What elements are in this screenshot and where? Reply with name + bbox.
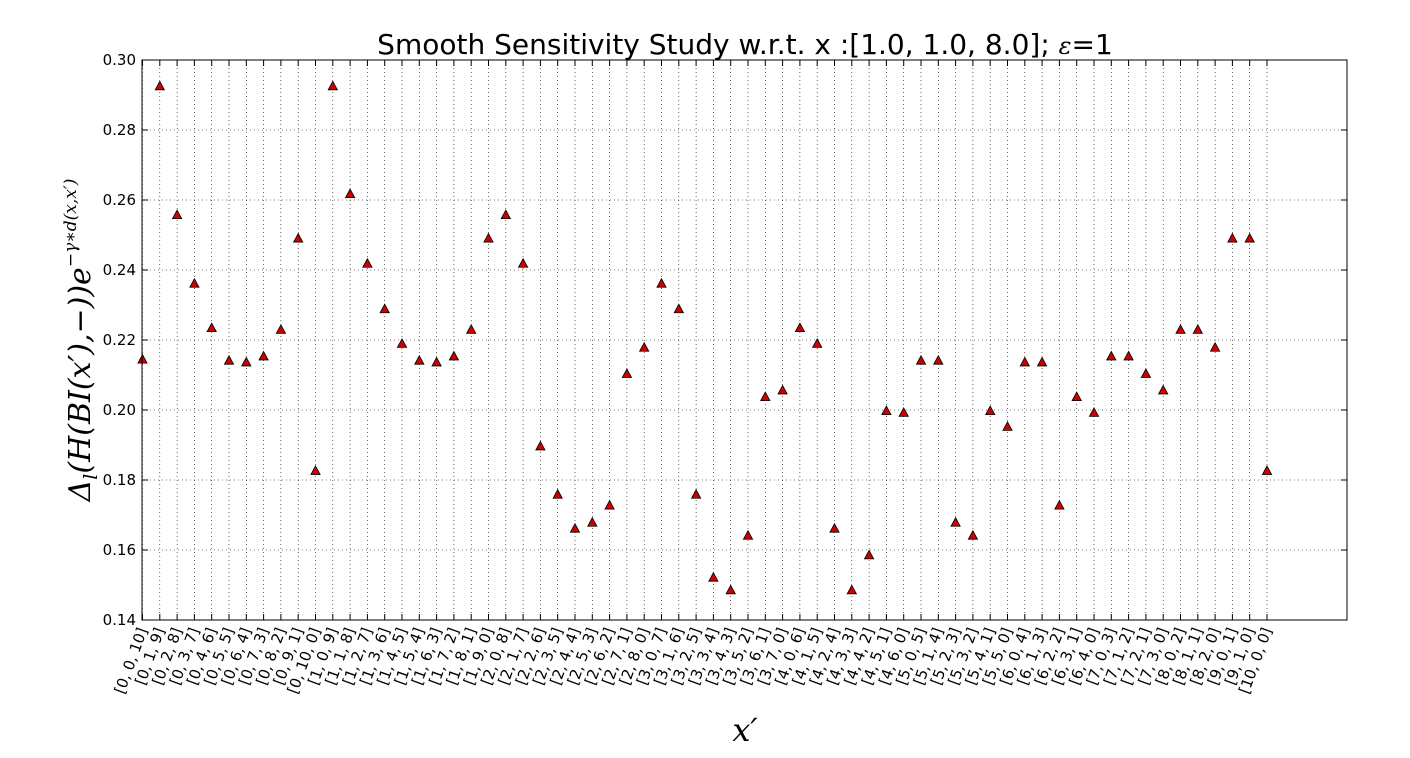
y-tick-label: 0.14	[103, 611, 136, 629]
data-point	[656, 277, 667, 288]
data-point	[223, 354, 235, 365]
data-point	[673, 303, 685, 314]
data-point	[950, 516, 961, 527]
data-point	[414, 354, 425, 365]
data-point	[310, 465, 321, 475]
data-point	[535, 440, 546, 451]
data-point	[1157, 384, 1169, 395]
y-tick-label: 0.16	[103, 541, 136, 559]
data-point	[967, 529, 979, 540]
data-point	[1227, 232, 1238, 243]
data-point	[1054, 499, 1065, 510]
data-point	[846, 584, 858, 595]
data-point	[1140, 368, 1152, 378]
data-point	[1192, 324, 1204, 334]
data-point	[604, 499, 615, 510]
x-axis-label: x′	[732, 711, 758, 749]
y-axis-label: Δl(H(BI(x′),−))e−γ∗d(x,x′)	[61, 179, 102, 503]
x-axis-ticks: [0, 0, 10][0, 1, 9][0, 2, 8][0, 3, 7][0,…	[111, 60, 1276, 696]
data-point	[189, 277, 200, 288]
y-tick-label: 0.28	[103, 121, 136, 139]
y-tick-label: 0.18	[103, 471, 136, 489]
data-point	[1261, 465, 1273, 475]
data-point	[1002, 421, 1013, 431]
data-point	[154, 80, 166, 91]
data-point	[569, 522, 581, 533]
data-point	[171, 209, 183, 220]
data-point	[742, 529, 754, 540]
data-points	[137, 80, 1273, 595]
data-point	[725, 584, 736, 595]
data-point	[1209, 341, 1221, 352]
data-point	[1123, 350, 1134, 361]
data-point	[448, 350, 460, 361]
data-point	[1071, 391, 1082, 402]
data-point	[344, 188, 356, 199]
chart-title-prefix: Smooth Sensitivity Study w.r.t. x :[1.0,…	[377, 28, 1058, 61]
data-point	[915, 354, 927, 365]
data-point	[638, 341, 650, 352]
y-axis-label-exponent: −γ∗d(x,x′)	[61, 179, 81, 268]
data-point	[241, 356, 252, 367]
chart-title-suffix: =1	[1072, 28, 1113, 61]
y-tick-label: 0.26	[103, 191, 136, 209]
y-axis-label-sub: l	[80, 474, 102, 480]
data-point	[690, 488, 702, 499]
data-point	[258, 350, 269, 361]
data-point	[206, 322, 217, 333]
data-point	[1088, 407, 1100, 417]
data-point	[863, 549, 875, 560]
data-point	[898, 407, 909, 417]
data-point	[431, 356, 442, 367]
y-tick-label: 0.30	[103, 51, 136, 69]
data-point	[327, 80, 339, 91]
grid-lines	[142, 59, 1347, 621]
data-point	[379, 303, 390, 314]
data-point	[362, 257, 373, 268]
data-point	[708, 571, 719, 582]
y-axis-ticks: 0.14 0.16 0.18 0.20 0.22 0.24 0.26 0.28 0.30	[103, 51, 1347, 629]
data-point	[552, 488, 563, 499]
data-point	[1175, 324, 1186, 334]
y-axis-label-text: Δ	[63, 480, 98, 503]
data-point	[396, 338, 408, 348]
y-tick-label: 0.20	[103, 401, 136, 419]
data-point	[500, 209, 512, 220]
data-point	[465, 324, 477, 334]
y-axis-label-main: (H(BI(x′),−))e	[63, 267, 98, 473]
y-tick-label: 0.24	[103, 261, 136, 279]
data-point	[760, 391, 771, 402]
data-point	[517, 257, 529, 268]
chart-title-epsilon: ε	[1059, 32, 1072, 60]
data-point	[881, 405, 892, 416]
data-point	[1244, 232, 1255, 243]
data-point	[1036, 356, 1048, 367]
data-point	[984, 405, 996, 416]
data-point	[587, 516, 598, 527]
chart-title: Smooth Sensitivity Study w.r.t. x :[1.0,…	[377, 28, 1113, 61]
data-point	[483, 232, 494, 243]
data-point	[794, 322, 806, 333]
data-point	[621, 368, 633, 378]
data-point	[1106, 350, 1117, 361]
data-point	[1019, 356, 1031, 367]
data-point	[275, 324, 287, 334]
data-point	[777, 384, 788, 395]
y-tick-label: 0.22	[103, 331, 136, 349]
data-point	[292, 232, 304, 243]
data-point	[811, 338, 823, 348]
data-point	[829, 522, 840, 533]
data-point	[933, 354, 944, 365]
